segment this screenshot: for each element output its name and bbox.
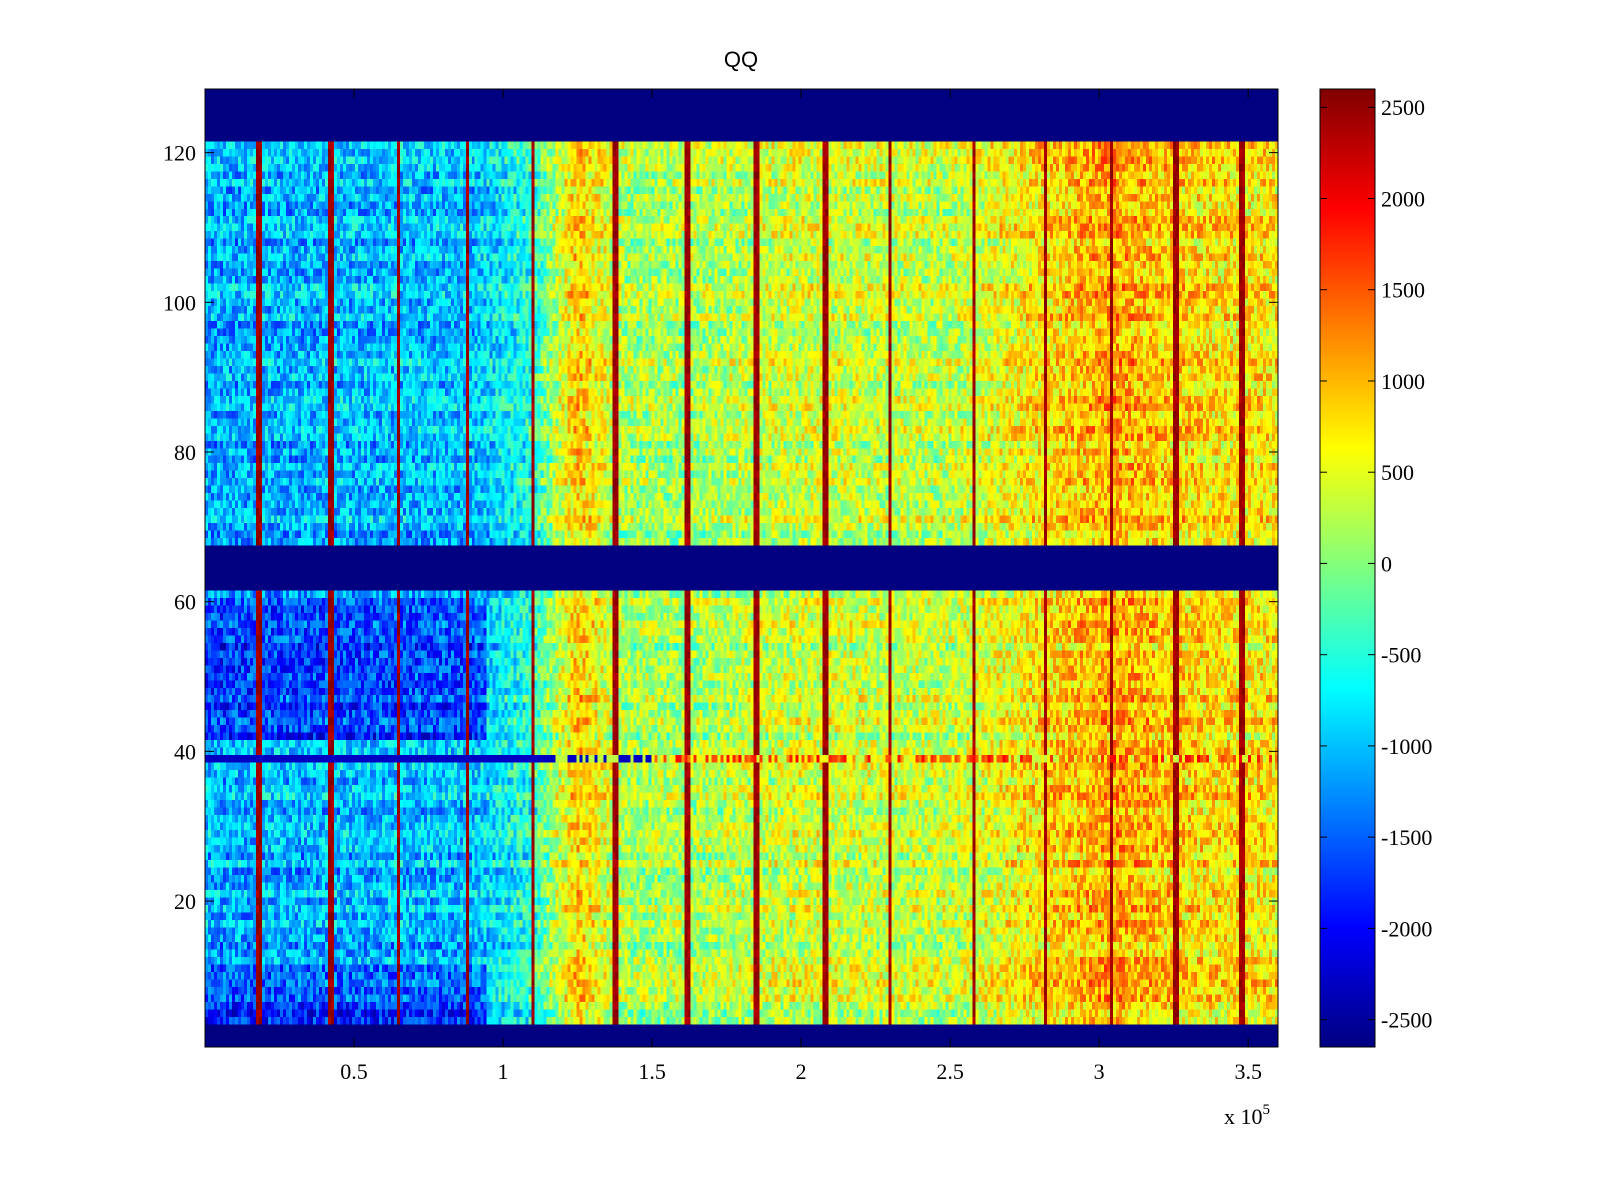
saturated-band-1 [205, 545, 1278, 591]
x-tick-label: 2.5 [936, 1059, 964, 1084]
colorbar-tick-label: 2500 [1381, 95, 1425, 120]
chart-title: QQ [724, 47, 758, 72]
y-axis: 20 40 60 80 100 120 [163, 141, 1278, 914]
heatmap-image [205, 89, 1278, 1047]
colorbar-tick-label: -1500 [1381, 825, 1432, 850]
x-tick-label: 1.5 [638, 1059, 666, 1084]
saturated-band-0 [205, 1024, 1278, 1047]
x-multiplier-base: x 10 [1224, 1104, 1263, 1129]
colorbar-tick-label: 0 [1381, 551, 1392, 576]
x-tick-label: 2 [796, 1059, 807, 1084]
x-tick-label: 3.5 [1234, 1059, 1262, 1084]
x-tick-label: 0.5 [340, 1059, 368, 1084]
x-axis: 0.5 1 1.5 2 2.5 3 3.5 [340, 89, 1262, 1084]
y-tick-label: 60 [174, 590, 196, 615]
plot-frame [204, 88, 1279, 1048]
colorbar-tick-label: 2000 [1381, 186, 1425, 211]
y-tick-label: 120 [163, 141, 196, 166]
colorbar-tick-label: -1000 [1381, 734, 1432, 759]
colorbar [1319, 88, 1376, 1048]
x-multiplier-exponent: 5 [1263, 1102, 1271, 1118]
colorbar-tick-label: 1500 [1381, 278, 1425, 303]
colorbar-tick-label: 1000 [1381, 369, 1425, 394]
y-tick-label: 80 [174, 440, 196, 465]
x-tick-label: 1 [498, 1059, 509, 1084]
colorbar-tick-label: -500 [1381, 643, 1421, 668]
x-tick-label: 3 [1094, 1059, 1105, 1084]
saturated-band-2 [205, 89, 1278, 142]
colorbar-tick-label: -2500 [1381, 1008, 1432, 1033]
x-multiplier-label: x 105 [1224, 1102, 1270, 1129]
colorbar-tick-label: 500 [1381, 460, 1414, 485]
y-tick-label: 20 [174, 889, 196, 914]
colorbar-tick-label: -2000 [1381, 916, 1432, 941]
colorbar-axis: 2500 2000 1500 1000 500 0 -500 -1000 -1500 -2000 -… [1320, 95, 1432, 1033]
y-tick-label: 40 [174, 739, 196, 764]
y-tick-label: 100 [163, 290, 196, 315]
